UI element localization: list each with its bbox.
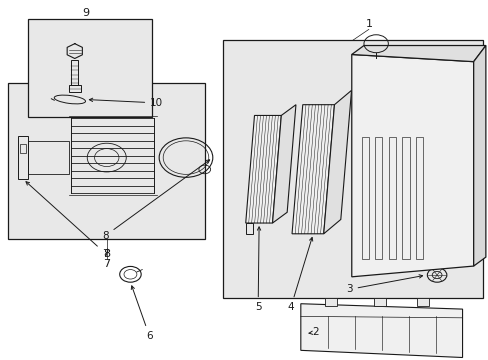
Text: 7: 7 — [26, 182, 109, 258]
Bar — [27, 19, 152, 117]
Bar — [245, 223, 252, 234]
Polygon shape — [473, 45, 485, 266]
Text: 5: 5 — [254, 227, 261, 312]
Polygon shape — [291, 105, 334, 234]
Polygon shape — [300, 304, 462, 357]
Bar — [325, 298, 337, 306]
Polygon shape — [323, 90, 351, 234]
Polygon shape — [351, 45, 485, 62]
Bar — [374, 136, 382, 259]
Text: 7: 7 — [103, 259, 110, 269]
Bar — [8, 83, 205, 239]
Polygon shape — [245, 116, 281, 223]
Text: 9: 9 — [82, 8, 89, 18]
Bar — [71, 60, 78, 85]
Bar — [416, 298, 428, 306]
Bar — [415, 136, 423, 259]
Bar — [222, 40, 483, 298]
Text: 4: 4 — [287, 238, 312, 312]
Circle shape — [427, 268, 446, 282]
Bar — [28, 141, 69, 174]
Text: 6: 6 — [131, 286, 152, 341]
Bar — [373, 298, 385, 306]
Bar — [388, 136, 395, 259]
Text: 1: 1 — [365, 19, 371, 29]
Text: 8: 8 — [103, 248, 110, 258]
Text: 10: 10 — [89, 98, 163, 108]
Polygon shape — [351, 54, 473, 277]
Bar — [20, 144, 25, 153]
Text: 3: 3 — [346, 275, 422, 294]
Bar — [18, 136, 28, 179]
Text: 8: 8 — [102, 160, 209, 240]
Bar — [69, 85, 81, 92]
Bar — [361, 136, 368, 259]
Bar — [402, 136, 409, 259]
Polygon shape — [272, 105, 295, 223]
Text: 2: 2 — [308, 327, 318, 337]
